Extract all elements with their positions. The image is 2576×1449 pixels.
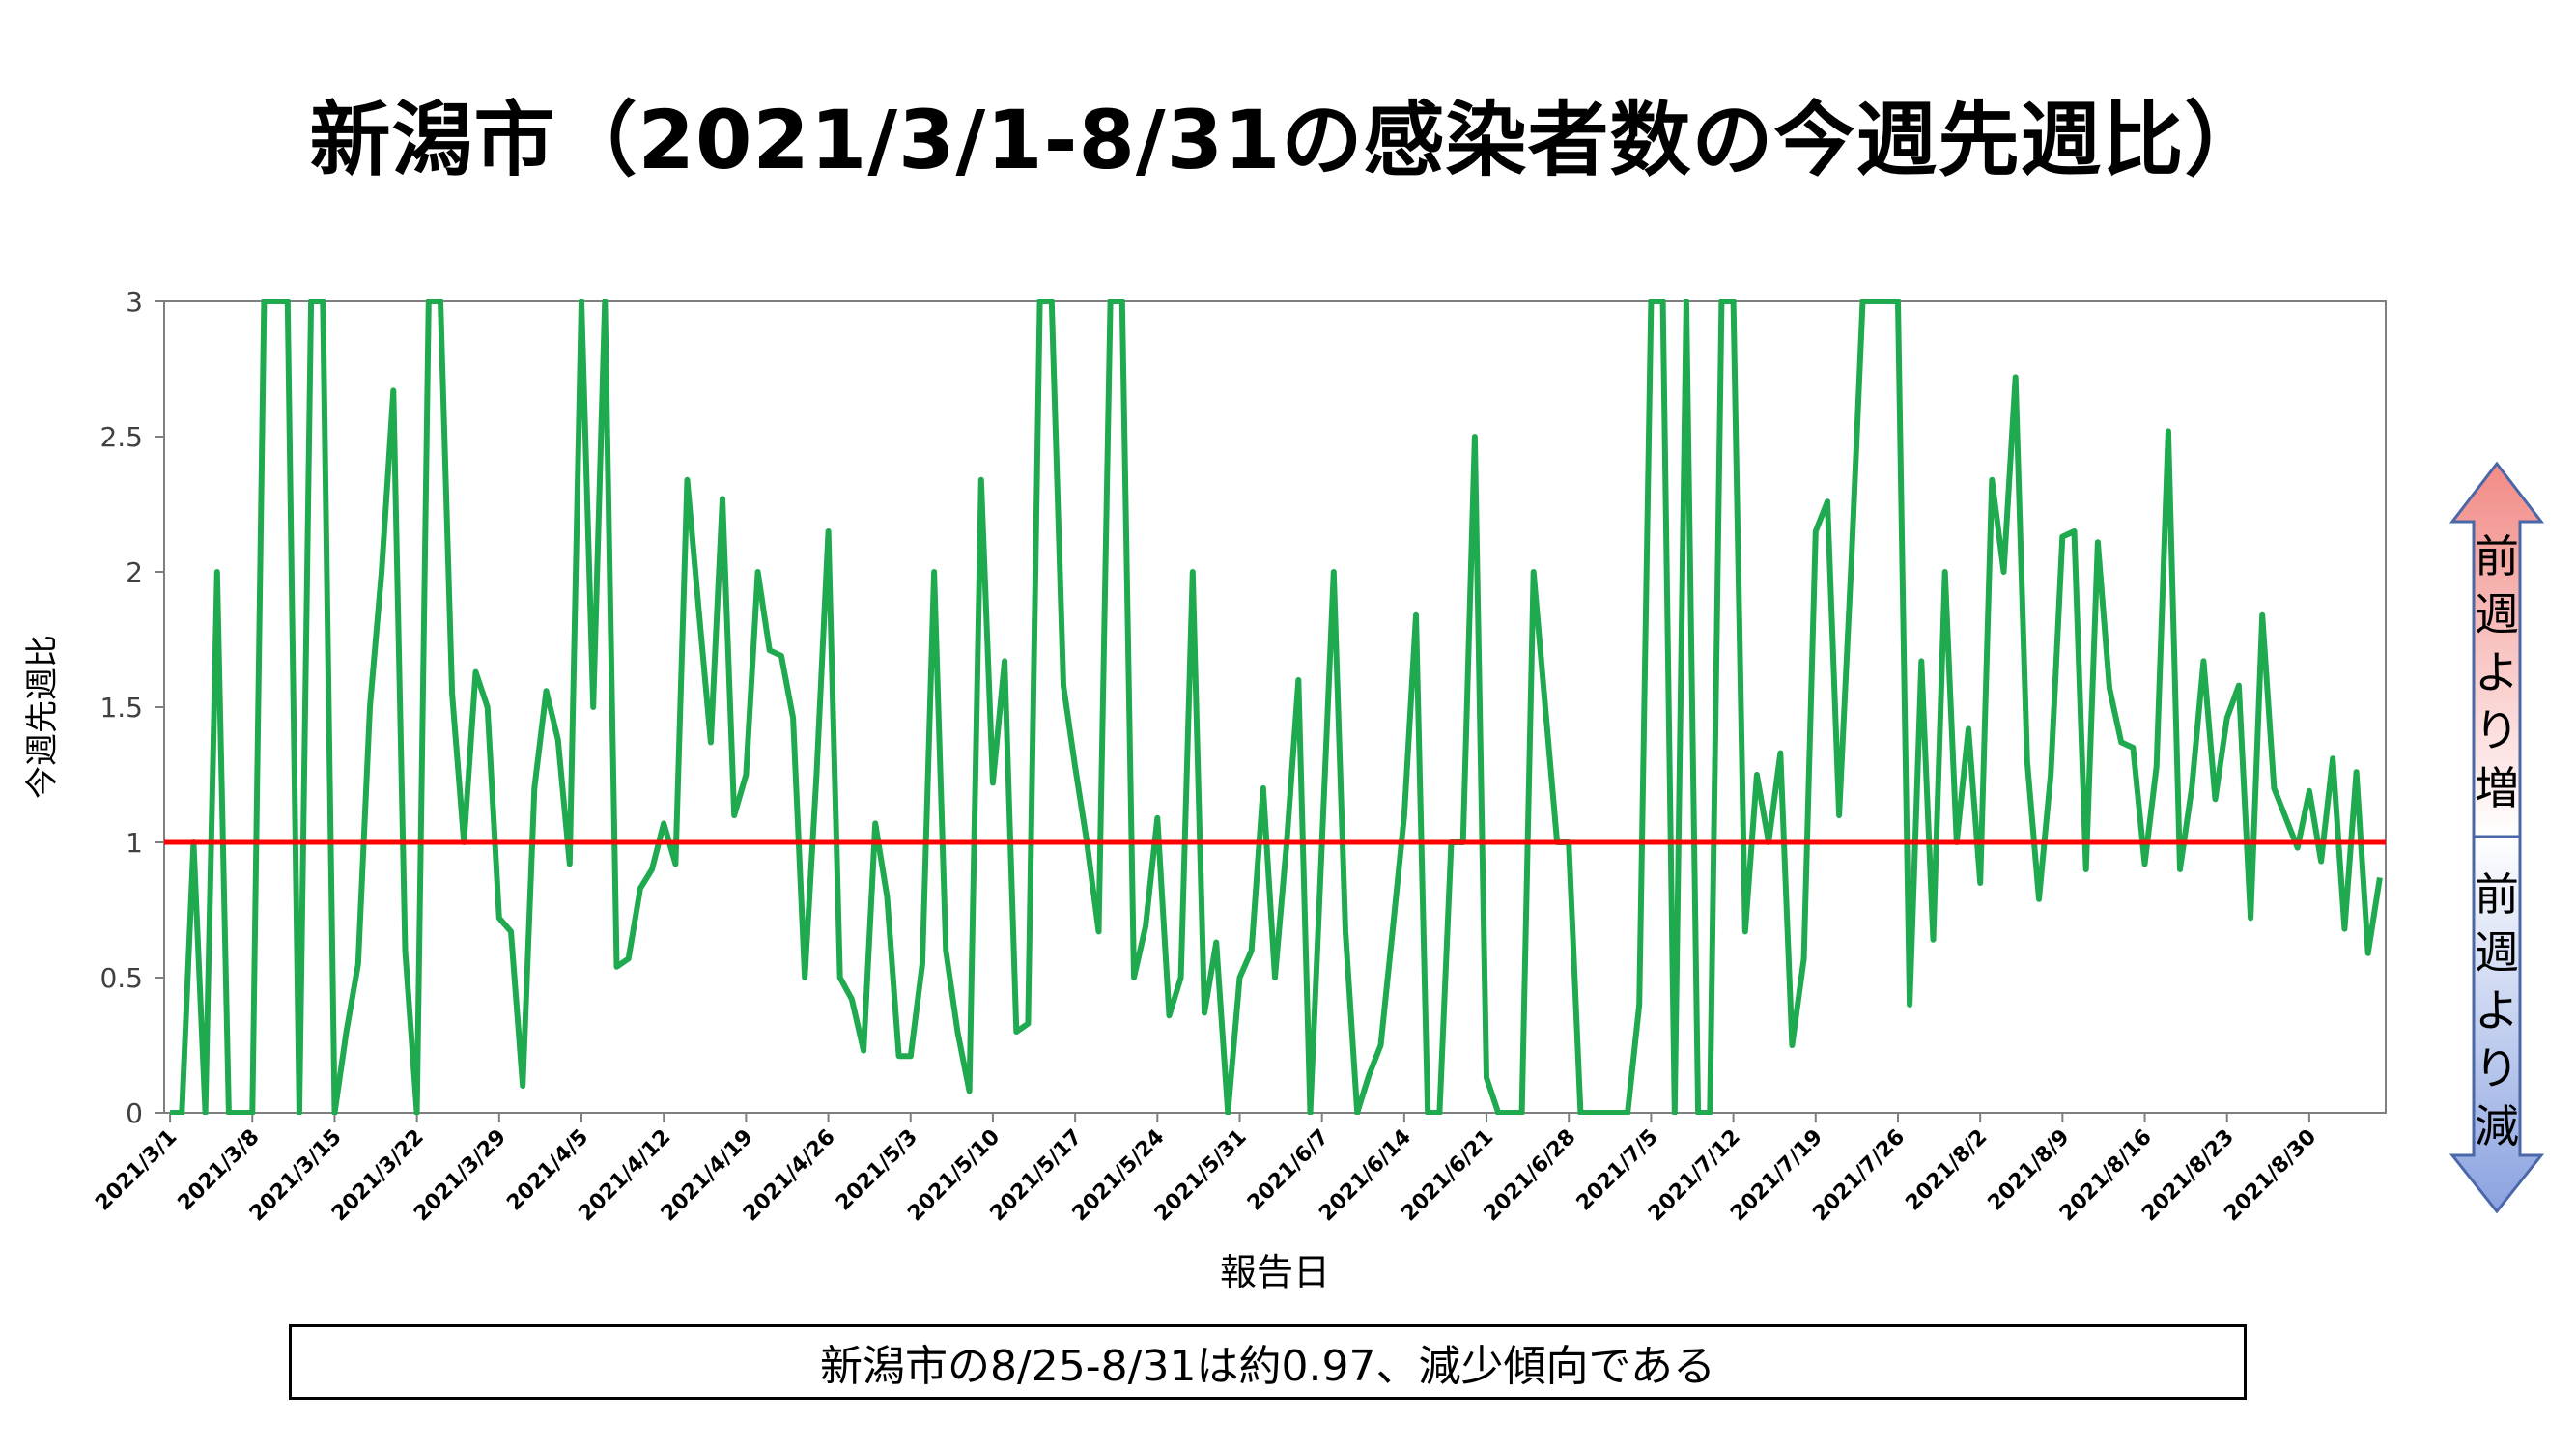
indicator-char: り bbox=[2475, 704, 2519, 756]
x-tick-label: 2021/4/5 bbox=[502, 1125, 593, 1216]
y-axis: 0 0.5 1 1.5 2 2.5 3 bbox=[99, 286, 164, 1129]
indicator-char: よ bbox=[2475, 984, 2519, 1037]
chart-title: 新潟市（2021/3/1-8/31の感染者数の今週先週比） bbox=[309, 93, 2267, 187]
summary-box: 新潟市の8/25-8/31は約0.97、減少傾向である bbox=[289, 1324, 2247, 1400]
indicator-char: り bbox=[2475, 1042, 2519, 1094]
series-line bbox=[170, 299, 2383, 1115]
indicator-char: 増 bbox=[2475, 762, 2519, 814]
x-axis-label: 報告日 bbox=[1220, 1251, 1330, 1293]
x-tick-label: 2021/3/1 bbox=[91, 1125, 182, 1216]
x-tick-label: 2021/6/7 bbox=[1243, 1125, 1334, 1216]
indicator-char: 週 bbox=[2475, 588, 2519, 640]
x-axis: 2021/3/12021/3/82021/3/152021/3/222021/3… bbox=[91, 1113, 2321, 1226]
indicator-char: 週 bbox=[2475, 926, 2519, 979]
indicator-char: よ bbox=[2475, 646, 2519, 698]
y-tick-label: 3 bbox=[126, 286, 143, 318]
y-tick-label: 0 bbox=[126, 1097, 143, 1129]
series-layer bbox=[170, 299, 2383, 1115]
indicator-char: 前 bbox=[2475, 868, 2519, 921]
x-tick-label: 2021/8/2 bbox=[1901, 1125, 1992, 1216]
y-tick-label: 1.5 bbox=[99, 692, 143, 724]
indicator-char: 減 bbox=[2475, 1100, 2519, 1152]
y-tick-label: 2 bbox=[126, 556, 143, 588]
x-tick-label: 2021/3/8 bbox=[174, 1125, 265, 1216]
y-axis-label: 今週先週比 bbox=[23, 635, 62, 799]
indicator-char: 前 bbox=[2475, 530, 2519, 582]
x-tick-label: 2021/5/3 bbox=[832, 1125, 922, 1216]
double-arrow-icon bbox=[2449, 461, 2545, 1214]
y-tick-label: 2.5 bbox=[99, 421, 143, 453]
y-tick-label: 0.5 bbox=[99, 962, 143, 994]
y-tick-label: 1 bbox=[126, 827, 143, 859]
down-arrow-icon bbox=[2449, 835, 2545, 1214]
trend-indicator: 前週より増 前週より減 bbox=[2449, 461, 2545, 1219]
summary-text: 新潟市の8/25-8/31は約0.97、減少傾向である bbox=[819, 1342, 1716, 1391]
x-tick-label: 2021/8/9 bbox=[1984, 1125, 2075, 1216]
line-chart: 0 0.5 1 1.5 2 2.5 3 2021/3/12021/3/82021/3/152… bbox=[23, 286, 2387, 1293]
x-tick-label: 2021/7/5 bbox=[1572, 1125, 1663, 1216]
